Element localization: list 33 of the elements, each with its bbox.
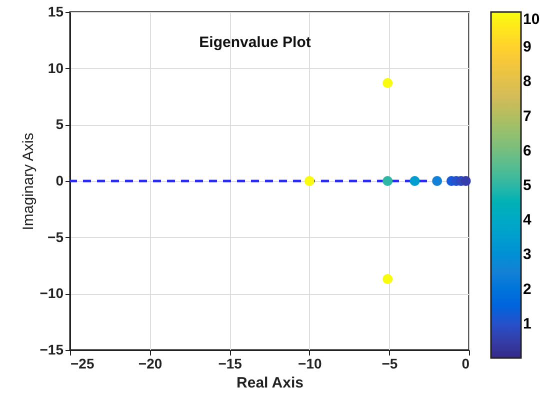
x-tick-label: −15	[218, 356, 242, 372]
color-bar-label: 1	[523, 315, 532, 332]
y-tick-label: −10	[40, 285, 64, 302]
color-bar-label: 3	[523, 246, 532, 264]
y-tick-label: 5	[56, 116, 64, 132]
text: Eigenvalue Plot	[199, 34, 311, 51]
point	[382, 78, 393, 88]
color-bar-label: 7	[523, 108, 532, 125]
x-axis-title: Real Axis	[236, 374, 304, 392]
y-tick-label: −5	[48, 228, 64, 245]
point	[432, 176, 442, 186]
color-bar-label: 5	[523, 177, 532, 194]
point	[382, 176, 393, 186]
x-tick-label: −25	[70, 356, 94, 372]
color-bar-label: 4	[523, 212, 532, 229]
point	[460, 176, 471, 186]
color-bar-label: 6	[523, 142, 532, 160]
point	[304, 176, 314, 186]
x-tick-label: −5	[382, 356, 398, 372]
x-tick-label: −10	[298, 356, 322, 372]
point	[410, 176, 420, 186]
y-tick-label: 10	[48, 60, 64, 76]
y-axis-title: Imaginary Axis	[20, 132, 37, 230]
x-tick-label: −20	[138, 356, 162, 372]
color-bar-label: 2	[523, 280, 532, 298]
y-tick-label: −15	[40, 342, 64, 358]
color-bar-label: 10	[523, 11, 540, 28]
color-bar-label: 9	[523, 38, 532, 56]
point	[382, 274, 393, 284]
color-bar-label: 8	[523, 73, 532, 90]
x-tick-label: 0	[462, 356, 470, 372]
y-tick-label: 15	[48, 4, 64, 20]
y-tick-label: 0	[56, 172, 64, 188]
